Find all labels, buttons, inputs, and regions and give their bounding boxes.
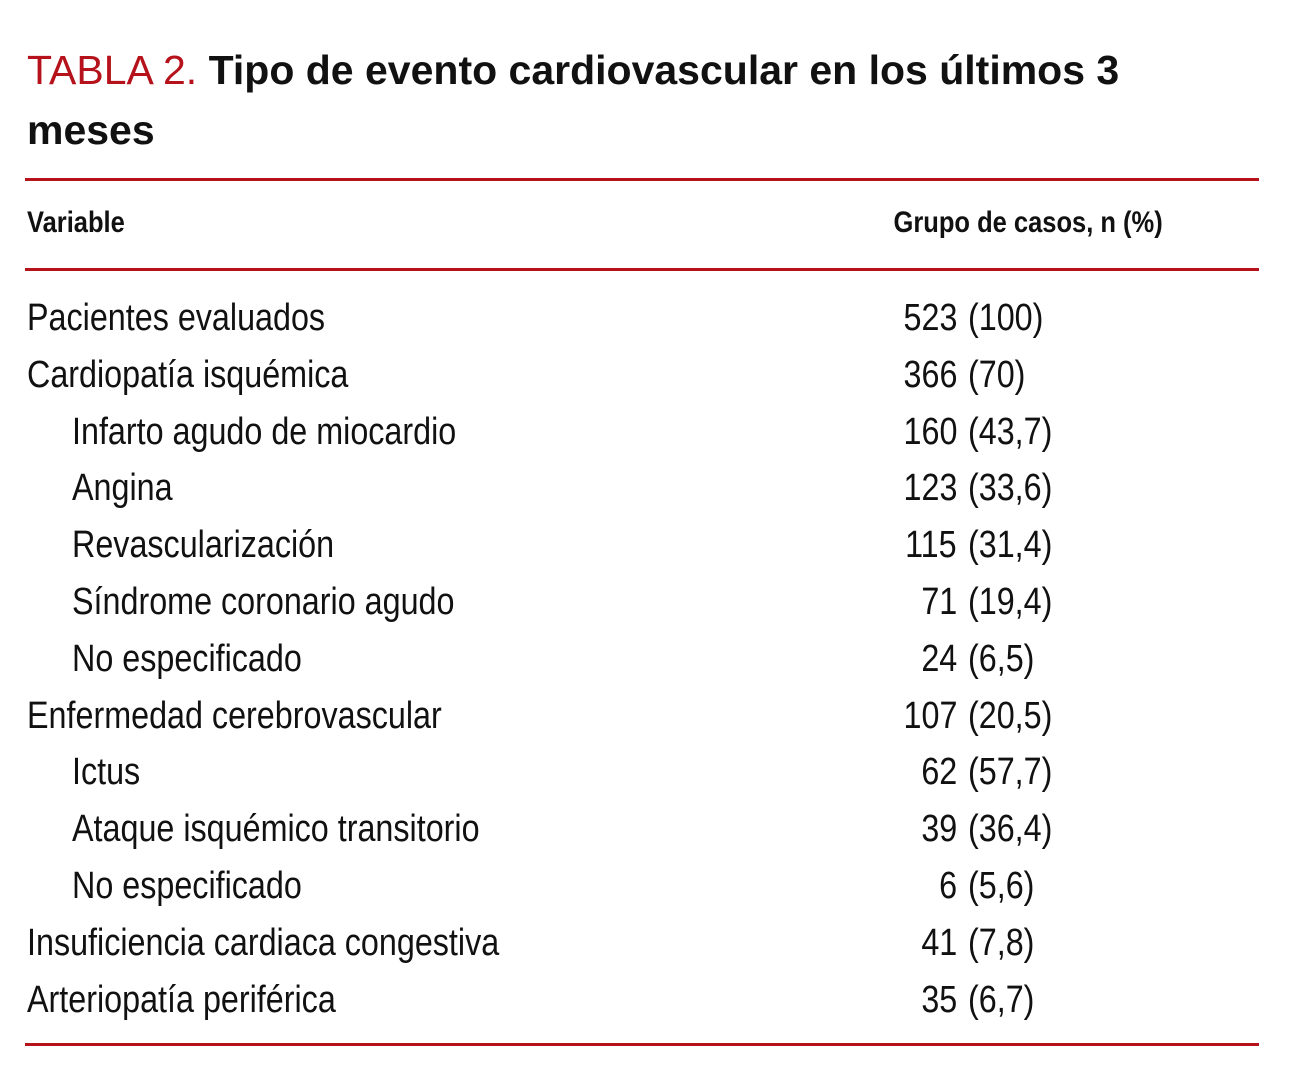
row-percent: (7,8) — [968, 921, 1035, 964]
row-count: 24 — [921, 637, 957, 680]
row-percent: (6,7) — [968, 978, 1035, 1021]
row-percent: (100) — [968, 297, 1044, 339]
column-header: Grupo de casos, n (%) — [893, 206, 1163, 239]
row-percent: (5,6) — [968, 865, 1035, 907]
row-label: Cardiopatía isquémica — [27, 353, 349, 396]
row-percent: (20,5) — [968, 694, 1053, 737]
row-percent: (36,4) — [968, 808, 1053, 851]
row-count: 62 — [921, 751, 957, 794]
row-label: Enfermedad cerebrovascular — [27, 694, 442, 737]
sub-row-label: Síndrome coronario agudo — [72, 581, 455, 623]
row-count: 39 — [921, 808, 957, 851]
table-title: Tipo de evento cardiovascular en los últ… — [27, 47, 1120, 153]
row-count: 71 — [921, 581, 957, 623]
sub-row-label: No especificado — [72, 865, 302, 907]
row-count: 123 — [903, 467, 957, 510]
sub-row-label: No especificado — [72, 637, 302, 680]
row-percent: (43,7) — [968, 410, 1053, 453]
row-count: 366 — [903, 353, 957, 396]
row-percent: (70) — [968, 353, 1026, 396]
rule — [25, 178, 1259, 181]
row-label: Pacientes evaluados — [27, 297, 326, 339]
rule — [25, 1043, 1259, 1046]
row-percent: (6,5) — [968, 637, 1035, 680]
row-count: 107 — [903, 694, 957, 737]
row-count: 115 — [905, 524, 957, 567]
row-count: 523 — [903, 297, 957, 339]
row-count: 160 — [903, 410, 957, 453]
column-header: Variable — [27, 206, 125, 239]
row-count: 41 — [921, 921, 957, 964]
row-percent: (33,6) — [968, 467, 1053, 510]
row-count: 35 — [921, 978, 957, 1021]
title: TABLA 2. Tipo de evento cardiovascular e… — [27, 40, 1147, 160]
rule — [25, 268, 1259, 271]
row-label: Arteriopatía periférica — [27, 978, 336, 1021]
row-percent: (19,4) — [968, 581, 1053, 623]
row-percent: (31,4) — [968, 524, 1053, 567]
sub-row-label: Angina — [72, 467, 173, 510]
row-count: 6 — [939, 865, 957, 907]
sub-row-label: Revascularización — [72, 524, 335, 567]
sub-row-label: Ictus — [72, 751, 141, 794]
sub-row-label: Infarto agudo de miocardio — [72, 410, 457, 453]
row-label: Insuficiencia cardiaca congestiva — [27, 921, 500, 964]
sub-row-label: Ataque isquémico transitorio — [72, 808, 480, 851]
table-label: TABLA 2. — [27, 47, 198, 93]
row-percent: (57,7) — [968, 751, 1053, 794]
